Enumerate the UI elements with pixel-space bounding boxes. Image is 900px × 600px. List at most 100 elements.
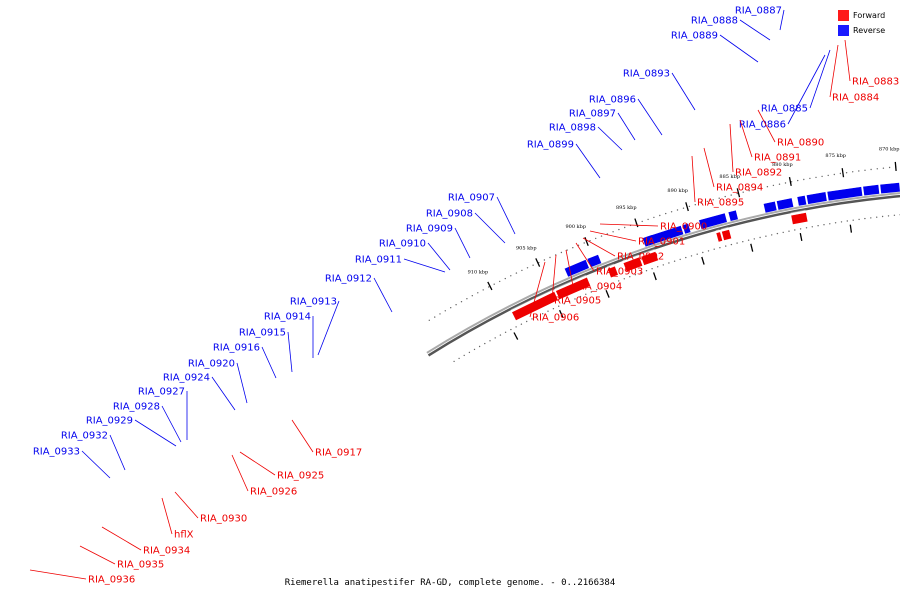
reverse-gene-16-highlight [796,192,805,197]
scale-dot [428,319,430,321]
tick-mark [841,168,845,178]
label-reverse-ria_0932-leader [109,434,126,471]
tick-label: 870 kbp [879,147,900,153]
label-forward-ria_0901: RIA_0901 [638,237,685,248]
label-forward-ria_0883: RIA_0883 [852,77,899,88]
forward-gene-11-highlight [721,226,729,232]
forward-gene-16 [555,277,591,300]
scale-dot [730,243,733,246]
label-forward-ria_0902-leader [582,237,616,257]
reverse-gene-16 [797,195,807,206]
scale-dot [618,280,620,282]
scale-dot [753,238,755,240]
label-forward-ria_0902: RIA_0902 [617,252,664,263]
label-reverse-ria_0896-leader [637,98,663,136]
scale-dot [797,179,799,182]
scale-dot [742,191,744,193]
scale-dot [596,289,598,291]
label-reverse-ria_0887-leader [779,9,785,31]
tick-mark [788,176,792,187]
scale-dot [662,264,664,266]
scale-dot [668,262,670,264]
label-reverse-ria_0899-leader [575,143,601,179]
tick-mark [513,332,519,340]
scale-dot [784,182,787,184]
scale-dot [478,345,481,348]
scale-dot [515,326,517,328]
scale-dot [647,218,649,221]
scale-dot [439,313,441,315]
label-forward-ria_0906: RIA_0906 [532,313,579,324]
label-reverse-ria_0909: RIA_0909 [406,224,453,235]
scale-dot [651,268,653,270]
label-reverse-ria_0889-leader [719,34,759,63]
scale-dot [864,169,866,171]
label-forward-ria_0891: RIA_0891 [754,153,801,164]
scale-dot [776,232,779,235]
legend-forward-label: Forward [853,11,886,20]
forward-gene-12 [716,232,723,242]
reverse-gene-15-highlight [806,189,826,196]
label-reverse-ria_0929-leader [134,419,177,447]
reverse-gene-12 [880,182,900,194]
scale-dot [595,237,597,240]
reverse-gene-24 [587,254,602,268]
scale-dot [766,186,769,188]
scale-dot [653,216,655,219]
reverse-gene-19 [728,210,738,221]
scale-dot [488,286,490,288]
reverse-gene-18 [763,201,777,213]
label-forward-ria_0883-leader [844,39,851,82]
label-forward-ria_0917-leader [291,419,314,453]
scale-dot [458,357,460,360]
label-reverse-ria_0911: RIA_0911 [355,255,402,266]
scale-dot [718,197,720,199]
gene-group [510,179,900,321]
scale-dot [833,173,835,176]
label-reverse-ria_0916: RIA_0916 [213,343,260,354]
label-forward-ria_0901-leader [589,230,637,242]
label-reverse-ria_0915: RIA_0915 [239,328,286,339]
scale-dot [724,195,726,198]
label-reverse-ria_0910-leader [427,242,451,271]
scale-dot [542,313,544,315]
forward-gene-13-highlight [640,248,656,257]
forward-gene-17-highlight [510,289,555,313]
scale-dot [688,205,691,208]
scale-dot [521,269,523,272]
reverse-gene-14 [827,186,863,201]
scale-dot [690,255,693,257]
scale-dot [803,178,805,181]
scale-dot [682,207,685,209]
scale-dot [504,277,506,280]
scale-dot [583,242,585,244]
label-forward-ria_0900: RIA_0900 [660,222,707,233]
tick-mark [535,258,541,267]
scale-dot [679,258,681,261]
reverse-gene-17 [776,198,794,210]
backbone-arc-shadow [426,192,900,354]
scale-dot [673,260,676,262]
tick-label: 905 kbp [516,246,537,252]
tick-mark [652,272,657,281]
scale-dot [805,227,808,229]
scale-dot [858,218,860,221]
legend-reverse: Reverse [838,23,885,38]
scale-dot [645,270,648,272]
label-forward-ria_0891-leader [739,119,753,158]
label-forward-ria_0894: RIA_0894 [716,183,763,194]
reverse-gene-14-highlight [826,183,862,192]
label-forward-ria_0905-leader [551,254,557,301]
label-reverse-ria_0911-leader [403,258,446,273]
scale-dot [893,214,896,216]
forward-gene-10-highlight [790,209,806,216]
scale-dot [815,176,817,179]
reverse-gene-19-highlight [727,207,736,213]
scale-dot [607,284,609,286]
scale-dot [520,323,523,325]
label-reverse-ria_0885-leader [809,49,831,109]
label-reverse-ria_0898-leader [597,126,623,151]
forward-gene-15-highlight [606,263,615,270]
